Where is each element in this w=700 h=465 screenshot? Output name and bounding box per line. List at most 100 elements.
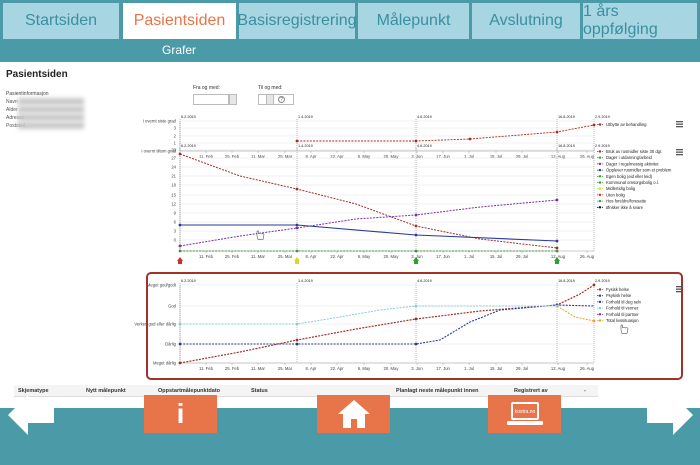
legend-marker — [598, 193, 602, 197]
legend-marker — [598, 162, 602, 166]
menu-icon — [676, 121, 683, 123]
y-tick-label: 2 — [174, 134, 177, 139]
data-point — [178, 342, 182, 346]
col-registrert-av[interactable]: Registrert av — [514, 388, 548, 394]
data-point — [592, 123, 596, 127]
laptop-icon: kostra.no — [506, 402, 543, 425]
redacted-value — [18, 114, 84, 121]
info-button[interactable]: i — [144, 395, 217, 433]
kostra-button[interactable]: kostra.no — [488, 395, 561, 433]
legend-label: Total livssituasjon — [606, 318, 639, 323]
event-date-label: 4.6.2019 — [417, 279, 432, 283]
redacted-value — [18, 98, 84, 105]
help-icon[interactable]: ? — [278, 96, 285, 103]
tab-pasientsiden[interactable]: Pasientsiden — [123, 3, 236, 39]
to-date-picker-button[interactable] — [266, 94, 274, 105]
housing-icon — [413, 257, 419, 264]
series-line-utbytte — [297, 124, 595, 142]
event-date-label: 6.2.2019 — [181, 115, 196, 119]
x-tick-label: 22. Apr — [330, 366, 344, 371]
from-date-input[interactable] — [193, 94, 229, 105]
x-tick-label: 8. Apr — [306, 254, 318, 259]
legend-label: Uten bolig — [606, 192, 626, 197]
chart-health: Meget god/godt God Verken god eller dårlig… — [134, 279, 683, 371]
data-point — [295, 226, 299, 230]
series-line-problem — [180, 224, 558, 242]
legend-marker — [598, 294, 602, 297]
to-date-label: Til og med: — [258, 85, 283, 91]
tab-1-ars-oppfolging[interactable]: 1 års oppfølging — [583, 3, 697, 39]
y-tick-label: Meget god/godt — [147, 283, 177, 288]
legend-label: Bruk av rusmidler siste 30 dgr. — [606, 149, 662, 154]
housing-icon — [294, 257, 300, 264]
data-point — [178, 152, 182, 156]
tab-avslutning[interactable]: Avslutning — [472, 3, 580, 39]
arrow-right-icon[interactable] — [645, 393, 695, 437]
tab-malepunkt[interactable]: Målepunkt — [358, 3, 469, 39]
cursor-hand-icon — [256, 230, 265, 240]
event-date-label: 16.8.2019 — [558, 115, 575, 119]
data-point — [178, 223, 182, 227]
x-tick-label: 17. Jun — [436, 254, 450, 259]
to-date-input[interactable] — [258, 94, 294, 105]
x-tick-label: 6. May — [358, 154, 371, 159]
legend-marker — [598, 175, 602, 178]
data-point — [414, 233, 418, 237]
y-tick-label: 24 — [171, 165, 176, 170]
redacted-value — [18, 122, 84, 129]
y-tick-label: 21 — [171, 174, 176, 179]
col-oppstart[interactable]: Oppstartmålepunktdato — [158, 388, 221, 394]
x-tick-label: 20. May — [384, 254, 400, 259]
y-tick-label: 3 — [174, 126, 177, 131]
menu-icon — [676, 288, 683, 290]
chart-highlight-frame — [146, 272, 683, 380]
measurement-table-header: Skjematype Nytt målepunkt Oppstartmålepu… — [14, 385, 598, 397]
x-tick-label: 15. Jul — [490, 366, 502, 371]
x-tick-label: 25. Feb — [225, 254, 240, 259]
tab-startsiden[interactable]: Startsiden — [3, 3, 119, 39]
y-tick-label: I overnt tiltom grad — [141, 149, 176, 154]
from-date-label: Fra og med: — [193, 85, 220, 91]
subtab-grafer[interactable]: Grafer — [162, 43, 197, 57]
x-tick-label: 11. Mar — [251, 154, 265, 159]
legend-marker — [598, 300, 602, 304]
data-point — [592, 319, 596, 323]
cursor-hand-icon — [620, 324, 629, 334]
legend-label: Forhold til venner — [606, 306, 639, 311]
series-line-total — [556, 305, 595, 322]
col-nytt-malepunkt[interactable]: Nytt målepunkt — [86, 388, 126, 394]
legend-label: Utbytte av behandling — [606, 122, 647, 127]
y-tick-label: 27 — [171, 156, 176, 161]
y-tick-label: God — [168, 304, 177, 309]
data-point — [414, 249, 418, 253]
data-point — [178, 244, 182, 248]
from-date-picker-button[interactable] — [229, 94, 237, 105]
col-skjematype[interactable]: Skjematype — [18, 388, 49, 394]
legend-label: Hos foreldre/foresatte — [606, 199, 647, 204]
x-tick-label: 22. Apr — [330, 254, 344, 259]
col-planlagt-neste[interactable]: Planlagt neste målepunkt innen — [396, 388, 479, 394]
data-point — [555, 239, 559, 243]
data-point — [414, 139, 418, 143]
x-tick-label: 17. Jun — [436, 154, 450, 159]
x-tick-label: 29. Jul — [516, 154, 528, 159]
legend-label: Fysisk helse — [606, 287, 630, 292]
x-tick-label: 20. May — [384, 154, 400, 159]
col-status[interactable]: Status — [251, 388, 268, 394]
y-tick-label: 1 — [174, 141, 177, 146]
tab-basisregistrering[interactable]: Basisregistrering — [237, 3, 357, 39]
housing-icon — [177, 257, 183, 264]
y-tick-label: 3 — [174, 229, 177, 234]
home-button[interactable] — [317, 395, 390, 433]
y-tick-label: 6 — [174, 220, 177, 225]
arrow-left-icon[interactable] — [6, 393, 56, 437]
event-date-label: 1.4.2019 — [298, 115, 313, 119]
x-tick-label: 3. Jun — [411, 254, 423, 259]
legend-marker — [598, 150, 602, 153]
x-tick-label: 8. Apr — [306, 154, 318, 159]
data-point — [555, 246, 559, 250]
x-tick-label: 25. Mar — [278, 366, 293, 371]
y-tick-label: 9 — [174, 211, 177, 216]
